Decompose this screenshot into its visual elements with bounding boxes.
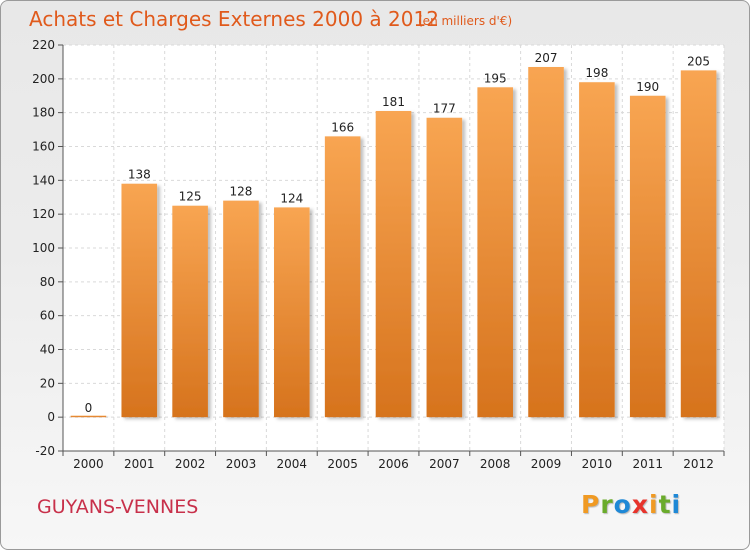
x-tick-label: 2012 bbox=[683, 457, 714, 471]
x-tick-label: 2001 bbox=[124, 457, 155, 471]
y-tick-label: 20 bbox=[40, 376, 55, 390]
logo-letter: i bbox=[671, 490, 682, 519]
bar bbox=[324, 136, 361, 418]
bar bbox=[121, 183, 158, 418]
x-tick-label: 2000 bbox=[73, 457, 104, 471]
bar bbox=[528, 66, 564, 418]
logo-letter: o bbox=[613, 490, 632, 519]
bar bbox=[274, 207, 310, 418]
data-label: 128 bbox=[230, 185, 253, 199]
data-label: 195 bbox=[484, 71, 507, 85]
x-tick-label: 2008 bbox=[480, 457, 511, 471]
data-label: 207 bbox=[535, 51, 558, 65]
y-tick-label: 100 bbox=[32, 241, 55, 255]
data-label: 125 bbox=[179, 190, 202, 204]
bar bbox=[426, 117, 463, 418]
bar bbox=[172, 205, 208, 418]
axes: -20 0 20 40 60 80 100 120 140 160 180 200 220 2000 200… bbox=[32, 38, 725, 471]
data-label: 205 bbox=[687, 54, 710, 68]
logo-letter: i bbox=[649, 490, 659, 519]
data-label: 138 bbox=[128, 168, 151, 182]
data-label: 124 bbox=[280, 191, 303, 205]
y-tick-label: 120 bbox=[32, 207, 55, 221]
bar bbox=[629, 95, 666, 418]
y-tick-label: 60 bbox=[40, 309, 55, 323]
bar bbox=[223, 200, 259, 418]
x-tick-label: 2006 bbox=[378, 457, 409, 471]
y-tick-label: 40 bbox=[40, 343, 55, 357]
x-tick-label: 2002 bbox=[175, 457, 206, 471]
chart-subtitle: (en milliers d'€) bbox=[418, 14, 513, 28]
logo-letter: r bbox=[600, 490, 614, 519]
data-label: 181 bbox=[382, 95, 405, 109]
bar bbox=[680, 70, 717, 418]
y-tick-label: 0 bbox=[47, 410, 55, 424]
y-tick-label: 80 bbox=[40, 275, 55, 289]
chart-title: Achats et Charges Externes 2000 à 2012 bbox=[29, 7, 439, 31]
data-label: 198 bbox=[585, 66, 608, 80]
data-label: 190 bbox=[636, 80, 659, 94]
logo-letter: x bbox=[631, 490, 649, 519]
x-tick-label: 2010 bbox=[582, 457, 613, 471]
data-label: 0 bbox=[85, 401, 93, 415]
bar bbox=[477, 87, 513, 418]
x-tick-label: 2011 bbox=[632, 457, 663, 471]
x-tick-label: 2005 bbox=[327, 457, 358, 471]
bar bbox=[70, 415, 107, 418]
data-label: 166 bbox=[331, 120, 354, 134]
x-tick-label: 2004 bbox=[277, 457, 308, 471]
y-tick-label: 220 bbox=[32, 38, 55, 52]
logo-letter: P bbox=[581, 490, 601, 519]
proxiti-logo[interactable]: Proxiti bbox=[581, 490, 681, 519]
y-tick-label: 200 bbox=[32, 72, 55, 86]
data-label: 177 bbox=[433, 102, 456, 116]
x-tick-label: 2007 bbox=[429, 457, 460, 471]
y-tick-label: 140 bbox=[32, 173, 55, 187]
y-tick-label: 180 bbox=[32, 106, 55, 120]
place-name: GUYANS-VENNES bbox=[37, 496, 199, 518]
y-tick-label: -20 bbox=[35, 444, 55, 458]
x-tick-label: 2009 bbox=[531, 457, 562, 471]
bar bbox=[579, 82, 615, 418]
logo-letter: t bbox=[658, 490, 672, 519]
bar bbox=[375, 110, 412, 418]
x-tick-label: 2003 bbox=[226, 457, 257, 471]
y-tick-label: 160 bbox=[32, 140, 55, 154]
bars: 0 138 125 128 124 166 181 177 195 207 198 190 205 bbox=[70, 51, 717, 418]
